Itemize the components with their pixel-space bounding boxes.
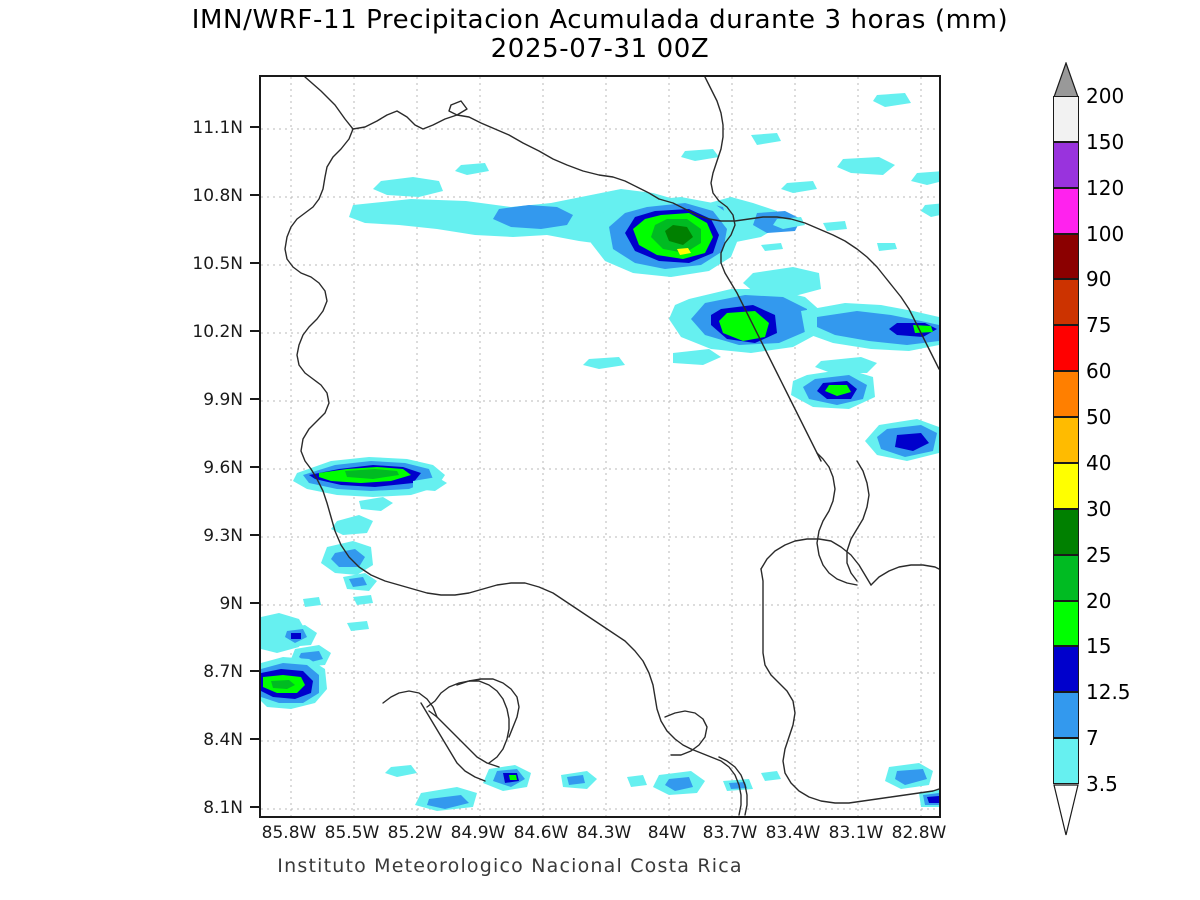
precip-cell-main-north xyxy=(591,197,739,277)
y-tick xyxy=(250,466,259,468)
x-axis-label: 85.8W xyxy=(261,823,317,843)
chart-title-block: IMN/WRF-11 Precipitacion Acumulada duran… xyxy=(0,5,1200,65)
grid-lines xyxy=(261,77,939,816)
y-axis-label: 10.2N xyxy=(192,322,243,342)
colorbar-swatch[interactable] xyxy=(1053,554,1079,601)
precip-band-offshore-east xyxy=(743,267,939,351)
colorbar-swatch[interactable] xyxy=(1053,738,1079,784)
colorbar-tick-label: 90 xyxy=(1086,267,1112,292)
colorbar-tick-label: 20 xyxy=(1086,588,1112,613)
x-axis-label: 84.6W xyxy=(513,823,569,843)
y-axis-label: 10.8N xyxy=(192,186,243,206)
x-axis-label: 84.3W xyxy=(576,823,632,843)
colorbar-swatch[interactable] xyxy=(1053,462,1079,509)
x-axis-label: 83.7W xyxy=(702,823,758,843)
x-axis-label: 84W xyxy=(647,823,687,843)
colorbar-swatch[interactable] xyxy=(1053,141,1079,188)
colorbar-tick-label: 3.5 xyxy=(1086,772,1118,796)
y-axis-label: 9.3N xyxy=(203,526,243,546)
y-axis-label: 8.4N xyxy=(203,730,243,750)
colorbar-swatch[interactable] xyxy=(1053,233,1079,280)
colorbar-swatch[interactable] xyxy=(1053,508,1079,555)
y-tick xyxy=(250,602,259,604)
map-plot-area[interactable] xyxy=(259,75,941,818)
y-axis-label: 8.7N xyxy=(203,662,243,682)
y-tick xyxy=(250,398,259,400)
y-tick xyxy=(250,806,259,808)
y-axis-label: 9.9N xyxy=(203,390,243,410)
x-axis-label: 84.9W xyxy=(450,823,506,843)
chart-subtitle: 2025-07-31 00Z xyxy=(490,34,710,65)
y-tick xyxy=(250,262,259,264)
colorbar-swatch[interactable] xyxy=(1053,692,1079,739)
precip-patches-south xyxy=(385,763,939,811)
x-axis-label: 85.2W xyxy=(387,823,443,843)
colorbar-tick-label: 50 xyxy=(1086,405,1112,430)
y-tick xyxy=(250,330,259,332)
coastlines xyxy=(284,77,939,816)
y-tick xyxy=(250,670,259,672)
y-axis-label: 11.1N xyxy=(192,118,243,138)
colorbar-tick-label: 15 xyxy=(1086,634,1112,659)
y-axis-label: 9N xyxy=(219,594,243,614)
precip-cell-ne-a xyxy=(791,369,875,409)
colorbar-tick-label: 25 xyxy=(1086,542,1112,567)
colorbar-tick-label: 7 xyxy=(1086,726,1099,751)
precip-cell-limon xyxy=(669,289,823,353)
colorbar-swatch[interactable] xyxy=(1053,417,1079,463)
x-axis-label: 83.1W xyxy=(828,823,884,843)
x-axis-label: 85.5W xyxy=(324,823,380,843)
colorbar-tick-label: 150 xyxy=(1086,129,1125,154)
colorbar-swatch[interactable] xyxy=(1053,279,1079,326)
colorbar-swatch[interactable] xyxy=(1053,187,1079,234)
precip-cell-pacific-nicoya xyxy=(293,457,447,497)
colorbar-tick-label: 75 xyxy=(1086,313,1112,338)
colorbar-swatch[interactable] xyxy=(1053,646,1079,693)
y-tick xyxy=(250,126,259,128)
colorbar-tick-label: 30 xyxy=(1086,496,1112,521)
colorbar-cap-top xyxy=(1053,62,1079,98)
x-axis-label: 82.8W xyxy=(891,823,947,843)
figure-footer: Instituto Meteorologico Nacional Costa R… xyxy=(277,855,743,877)
colorbar-swatch[interactable] xyxy=(1053,600,1079,647)
colorbar-tick-label: 200 xyxy=(1086,84,1125,108)
precip-cell-ne-b xyxy=(865,419,939,461)
precip-cell-sw-major xyxy=(261,657,327,709)
y-axis-label: 10.5N xyxy=(192,254,243,274)
colorbar-tick-label: 60 xyxy=(1086,359,1112,384)
colorbar-cap-bottom xyxy=(1053,784,1079,836)
colorbar-swatch[interactable] xyxy=(1053,96,1079,142)
colorbar-swatch[interactable] xyxy=(1053,371,1079,418)
x-axis-label: 83.4W xyxy=(765,823,821,843)
map-canvas xyxy=(261,77,939,816)
colorbar-tick-label: 120 xyxy=(1086,175,1125,200)
y-axis-label: 8.1N xyxy=(203,798,243,818)
colorbar-tick-label: 12.5 xyxy=(1086,680,1131,705)
precip-patches-northeast xyxy=(455,93,939,373)
y-tick xyxy=(250,534,259,536)
y-tick xyxy=(250,194,259,196)
page-title: IMN/WRF-11 Precipitacion Acumulada duran… xyxy=(191,5,1009,35)
colorbar-legend[interactable]: 200 150 120 100 90 75 60 50 40 30 25 20 15 12.5 7 3.5 xyxy=(1053,62,1131,836)
y-tick xyxy=(250,738,259,740)
precip-patches-pacific-mid xyxy=(303,497,393,631)
colorbar-swatch[interactable] xyxy=(1053,325,1079,372)
y-axis-label: 9.6N xyxy=(203,458,243,478)
colorbar-tick-label: 100 xyxy=(1086,221,1125,246)
colorbar-tick-label: 40 xyxy=(1086,450,1112,475)
